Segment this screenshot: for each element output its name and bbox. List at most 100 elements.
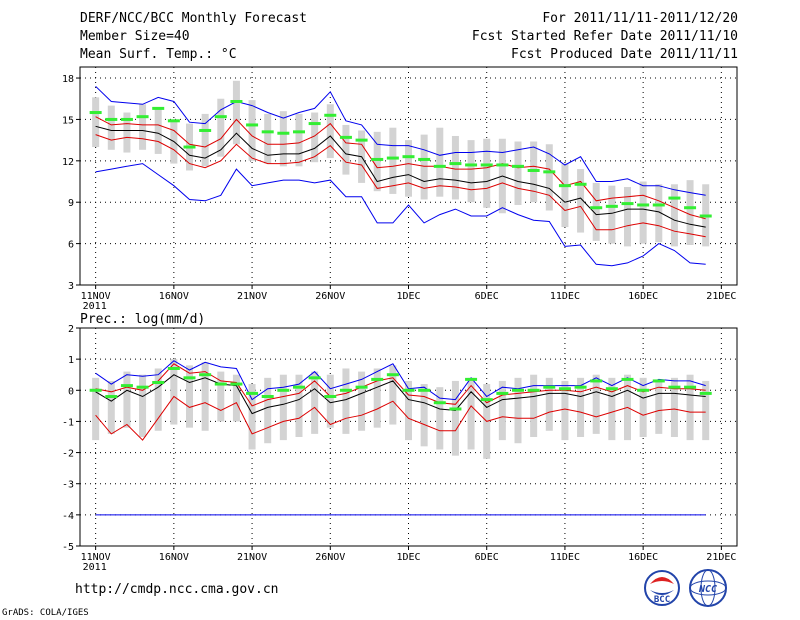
spread-bar bbox=[514, 141, 522, 205]
spread-bar bbox=[420, 384, 428, 447]
spread-bar bbox=[201, 362, 209, 431]
spread-bar bbox=[608, 377, 616, 441]
spread-bar bbox=[248, 100, 256, 161]
chart-title: DERF/NCC/BCC Monthly Forecast bbox=[80, 11, 307, 26]
x-tick-label: 26NOV bbox=[315, 291, 345, 302]
spread-bar bbox=[592, 182, 600, 241]
x-tick-label: 11NOV bbox=[81, 552, 111, 563]
temperature-panel: 3 6 9 12 15 18 11NOV 16NOV 21NOV 26NOV 1DEC 6DEC 11D… bbox=[62, 66, 738, 312]
spread-bar bbox=[483, 138, 491, 208]
spread-bar bbox=[686, 374, 694, 441]
spread-bar bbox=[217, 371, 225, 422]
x-tick-label: 16NOV bbox=[159, 291, 189, 302]
spread-bar bbox=[264, 113, 272, 164]
spread-bar bbox=[670, 377, 678, 437]
series-upper_red bbox=[95, 116, 706, 220]
y-tick-label: 2 bbox=[68, 324, 74, 335]
y-tick-label: -5 bbox=[62, 542, 74, 553]
x-tick-label: 21DEC bbox=[706, 552, 736, 563]
spread-bar bbox=[139, 104, 147, 150]
spread-bar bbox=[624, 187, 631, 247]
member-size: Member Size=40 bbox=[80, 29, 190, 44]
spread-bar bbox=[311, 371, 319, 434]
y-tick-label: 15 bbox=[62, 115, 74, 126]
spread-bar bbox=[451, 135, 459, 200]
y-tick-label: 6 bbox=[68, 240, 74, 251]
precip-panel-title: Prec.: log(mm/d) bbox=[80, 312, 205, 327]
spread-bar bbox=[545, 144, 553, 211]
x-tick-label: 11DEC bbox=[550, 552, 580, 563]
y-tick-label: -3 bbox=[62, 480, 74, 491]
spread-bar bbox=[686, 180, 694, 245]
spread-bar bbox=[577, 377, 585, 437]
spread-bar bbox=[107, 105, 115, 150]
x-tick-label: 26NOV bbox=[315, 552, 345, 563]
series-upper_red bbox=[95, 363, 706, 407]
spread-bar bbox=[702, 380, 710, 441]
spread-bar bbox=[342, 368, 350, 434]
spread-bar bbox=[295, 113, 303, 167]
series-lower_red bbox=[95, 134, 706, 238]
spread-bar bbox=[655, 184, 663, 243]
x-tick-label: 21NOV bbox=[237, 552, 267, 563]
series-lower_red bbox=[95, 395, 706, 441]
spread-bar bbox=[154, 107, 162, 154]
x-tick-label: 16DEC bbox=[628, 552, 658, 563]
spread-bar bbox=[107, 380, 115, 434]
x-tick-label: 21DEC bbox=[706, 291, 736, 302]
spread-bar bbox=[92, 97, 100, 148]
x-tick-label: 1DEC bbox=[396, 552, 420, 563]
ncc-logo-text: NCC bbox=[698, 584, 717, 595]
spread-bar bbox=[405, 380, 412, 441]
spread-bar bbox=[123, 112, 131, 153]
spread-bar bbox=[295, 374, 303, 437]
forecast-produced-date: Fcst Produced Date 2011/11/11 bbox=[511, 47, 738, 62]
x-year-label: 2011 bbox=[83, 562, 107, 573]
spread-bar bbox=[92, 377, 100, 441]
x-tick-label: 11NOV bbox=[81, 291, 111, 302]
series-ensemble_mean bbox=[95, 125, 706, 228]
spread-bar bbox=[279, 111, 287, 167]
bcc-logo: BCC bbox=[644, 570, 680, 606]
spread-bar bbox=[201, 113, 209, 167]
spread-bar bbox=[139, 374, 147, 437]
spread-bar bbox=[639, 377, 647, 437]
y-tick-label: 9 bbox=[68, 198, 74, 209]
y-tick-label: 3 bbox=[68, 281, 74, 292]
x-tick-label: 16DEC bbox=[628, 291, 658, 302]
y-tick-label: 1 bbox=[68, 355, 74, 366]
precipitation-panel: -5 -4 -3 -2 -1 0 1 2 11NOV 16NOV 21NOV 26NOV 1DEC 6DE… bbox=[62, 324, 738, 573]
spread-bar bbox=[123, 371, 131, 428]
series-ensemble_max bbox=[95, 360, 706, 401]
spread-bar bbox=[279, 374, 287, 441]
spread-bar bbox=[326, 104, 334, 159]
spread-bar bbox=[264, 377, 272, 444]
spread-bar bbox=[154, 368, 162, 431]
x-tick-label: 21NOV bbox=[237, 291, 267, 302]
y-tick-label: 18 bbox=[62, 74, 74, 85]
spread-bar bbox=[592, 374, 600, 434]
x-tick-label: 16NOV bbox=[159, 552, 189, 563]
spread-bar bbox=[186, 365, 193, 428]
spread-bar bbox=[326, 374, 334, 428]
x-tick-label: 11DEC bbox=[550, 291, 580, 302]
spread-bar bbox=[639, 181, 647, 244]
spread-bar bbox=[170, 359, 178, 425]
spread-bar bbox=[530, 374, 538, 437]
spread-bar bbox=[232, 80, 240, 145]
spread-bar bbox=[655, 380, 663, 434]
spread-bar bbox=[373, 368, 381, 428]
y-tick-label: -2 bbox=[62, 449, 74, 460]
spread-bar bbox=[451, 380, 459, 456]
spread-bar bbox=[467, 377, 475, 450]
x-tick-label: 1DEC bbox=[396, 291, 420, 302]
spread-bar bbox=[342, 124, 350, 175]
forecast-started-date: Fcst Started Refer Date 2011/11/10 bbox=[471, 29, 738, 44]
spread-bar bbox=[389, 365, 397, 425]
source-url[interactable]: http://cmdp.ncc.cma.gov.cn bbox=[75, 582, 279, 597]
y-tick-label: -1 bbox=[62, 417, 74, 428]
x-tick-label: 6DEC bbox=[475, 552, 499, 563]
spread-bar bbox=[248, 384, 256, 450]
bcc-logo-text: BCC bbox=[654, 595, 670, 605]
